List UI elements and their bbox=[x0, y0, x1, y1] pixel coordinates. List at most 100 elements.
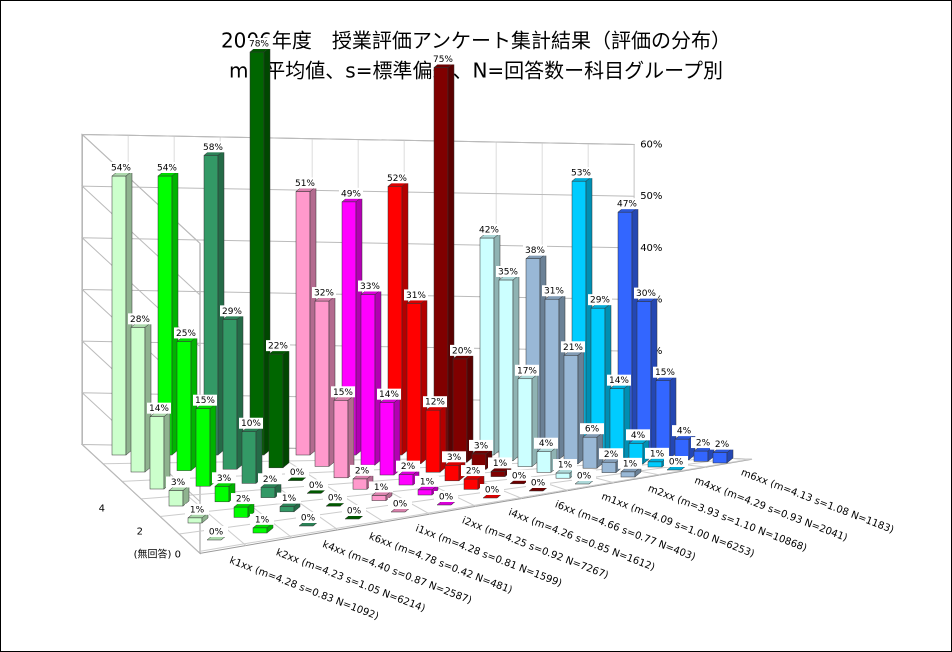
value-label-box bbox=[588, 294, 612, 306]
value-label-box bbox=[626, 429, 650, 441]
value-label-box bbox=[615, 198, 639, 210]
value-label: 54% bbox=[111, 164, 131, 174]
chart-subtitle: m=平均値、s=標準偏差、N=回答数ー科目グループ別 bbox=[229, 59, 723, 83]
value-label: 0% bbox=[347, 507, 362, 517]
value-label: 3% bbox=[474, 441, 489, 451]
bar bbox=[433, 61, 455, 456]
value-label: 3% bbox=[217, 474, 232, 484]
value-label: 14% bbox=[149, 404, 169, 414]
bar bbox=[295, 185, 317, 456]
value-label-box bbox=[293, 177, 317, 189]
value-label: 1% bbox=[558, 461, 573, 471]
bar-front bbox=[195, 408, 211, 487]
bar-front bbox=[360, 294, 376, 466]
value-label: 51% bbox=[295, 179, 315, 189]
bar bbox=[241, 426, 263, 484]
value-label-box bbox=[296, 512, 320, 523]
value-label: 30% bbox=[636, 289, 656, 299]
value-label: 2% bbox=[604, 450, 619, 460]
bar-front bbox=[233, 506, 249, 518]
bar-front bbox=[620, 471, 636, 478]
value-label: 17% bbox=[517, 366, 537, 376]
bar-front bbox=[279, 506, 295, 513]
value-label-box bbox=[434, 491, 458, 502]
bar-front bbox=[371, 495, 387, 501]
bar bbox=[563, 349, 585, 465]
bar bbox=[268, 348, 290, 469]
value-label-box bbox=[250, 513, 274, 525]
value-label: 58% bbox=[203, 143, 223, 153]
value-label: 6% bbox=[585, 425, 600, 435]
value-label-box bbox=[488, 457, 512, 469]
value-label: 2% bbox=[715, 440, 730, 450]
value-label: 2% bbox=[263, 475, 278, 485]
value-label-box bbox=[607, 374, 631, 386]
value-label-box bbox=[201, 141, 225, 153]
value-label: 1% bbox=[190, 505, 205, 515]
bar bbox=[517, 373, 539, 468]
value-label-box bbox=[461, 465, 485, 477]
value-label-box bbox=[304, 479, 328, 491]
value-label-box bbox=[542, 285, 566, 297]
value-label-box bbox=[618, 457, 642, 469]
value-label: 2% bbox=[696, 439, 711, 449]
value-label-box bbox=[507, 469, 531, 481]
value-label-box bbox=[323, 492, 347, 504]
bar-front bbox=[241, 431, 257, 484]
value-label: 0% bbox=[301, 514, 316, 524]
value-label-box bbox=[526, 477, 550, 488]
value-label-box bbox=[431, 53, 455, 65]
bar-front bbox=[417, 489, 433, 496]
value-label-box bbox=[385, 172, 409, 184]
bar bbox=[655, 375, 677, 459]
value-label-box bbox=[377, 388, 401, 400]
bar bbox=[544, 293, 566, 460]
value-label-box bbox=[193, 394, 217, 406]
value-label: 1% bbox=[650, 449, 665, 459]
category-label: 2 bbox=[137, 527, 143, 538]
value-label-box bbox=[634, 287, 658, 299]
value-label: 0% bbox=[531, 479, 546, 489]
value-label: 1% bbox=[493, 459, 508, 469]
value-label-box bbox=[572, 470, 596, 481]
value-label-box bbox=[174, 327, 198, 339]
value-label: 1% bbox=[374, 483, 389, 493]
value-label-box bbox=[147, 402, 171, 414]
chart-title: 2006年度 授業評価アンケート集計結果（評価の分布） bbox=[221, 29, 731, 53]
value-label-box bbox=[342, 505, 366, 516]
bar bbox=[168, 484, 190, 507]
value-label-box bbox=[469, 439, 493, 451]
value-label-box bbox=[128, 313, 152, 325]
value-label-box bbox=[212, 472, 236, 484]
bar-front bbox=[268, 353, 284, 469]
value-label-box bbox=[653, 366, 677, 378]
value-label-box bbox=[477, 224, 501, 235]
value-label: 0% bbox=[393, 500, 408, 510]
value-label: 54% bbox=[157, 164, 177, 174]
value-label-box bbox=[664, 456, 688, 467]
bar-front bbox=[295, 191, 311, 456]
value-label: 14% bbox=[609, 376, 629, 386]
value-label-box bbox=[396, 460, 420, 472]
value-label: 0% bbox=[290, 468, 305, 478]
value-label-box bbox=[369, 481, 393, 493]
value-label: 10% bbox=[241, 419, 261, 429]
bar bbox=[360, 288, 382, 466]
bar-front bbox=[249, 51, 265, 456]
category-label: (無回答) 0 bbox=[134, 548, 181, 561]
value-label: 4% bbox=[631, 431, 646, 441]
value-label: 75% bbox=[433, 55, 453, 65]
bar-front bbox=[693, 450, 709, 462]
value-label-box bbox=[561, 341, 585, 353]
bar-front bbox=[479, 237, 495, 456]
value-label: 4% bbox=[539, 439, 554, 449]
value-label-box bbox=[231, 493, 255, 505]
bar-front bbox=[425, 409, 441, 473]
value-label: 3% bbox=[171, 478, 186, 488]
value-label-box bbox=[523, 244, 547, 256]
value-label-box bbox=[331, 386, 355, 398]
bar-front bbox=[187, 517, 203, 524]
value-label: 2% bbox=[236, 495, 251, 505]
bar-front bbox=[214, 486, 230, 503]
value-label: 15% bbox=[195, 396, 215, 406]
